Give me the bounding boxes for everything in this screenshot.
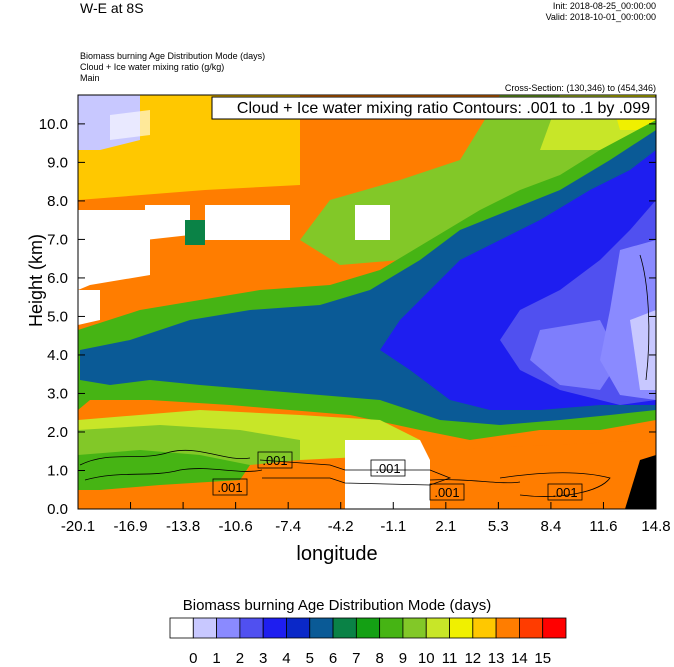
y-axis: 0.0 1.0 2.0 3.0 4.0 5.0 6.0 7.0 8.0 9.0 10.0 [39, 116, 656, 518]
x-axis-title: longitude [296, 543, 378, 565]
colorbar-label: 12 [464, 650, 481, 667]
chart-title: W-E at 8S [80, 0, 144, 16]
colorbar-label: 13 [488, 650, 505, 667]
x-tick-label: -10.6 [219, 518, 253, 535]
colorbar-label: 10 [418, 650, 435, 667]
valid-time: Valid: 2018-10-01_00:00:00 [545, 12, 656, 22]
colorbar-swatch [332, 617, 357, 639]
y-tick-label: 7.0 [47, 231, 68, 248]
y-tick-label: 0.0 [47, 501, 68, 518]
y-tick-label: 6.0 [47, 270, 68, 287]
colorbar: 0 1 2 3 4 5 6 7 8 9 10 11 12 13 14 15 [169, 617, 567, 667]
y-tick-label: 2.0 [47, 424, 68, 441]
colorbar-label: 3 [259, 650, 267, 667]
cloud-contours [79, 254, 650, 497]
x-tick-label: -16.9 [113, 518, 147, 535]
plot-frame [77, 94, 657, 510]
x-tick-label: 11.6 [589, 518, 617, 535]
colorbar-label: 1 [212, 650, 220, 667]
colorbar-title: Biomass burning Age Distribution Mode (d… [182, 597, 492, 614]
y-tick-label: 9.0 [47, 154, 68, 171]
x-tick-label: 5.3 [488, 518, 509, 535]
x-tick-label: -7.4 [275, 518, 301, 535]
colorbar-swatch [355, 617, 381, 639]
x-tick-label: 2.1 [435, 518, 456, 535]
colorbar-swatch [542, 617, 567, 639]
field-label-biomass: Biomass burning Age Distribution Mode (d… [80, 51, 266, 61]
colorbar-swatch [262, 617, 287, 639]
contour-labels: .001 .001 .001 .001 .001 [212, 451, 583, 501]
contour-label-box [257, 451, 293, 469]
colorbar-label: 11 [442, 650, 458, 667]
x-tick-label: 14.8 [641, 518, 670, 535]
colorbar-swatch [286, 617, 311, 639]
colorbar-label: 15 [534, 650, 551, 667]
y-tick-label: 10.0 [39, 116, 68, 133]
colorbar-swatch [472, 617, 497, 639]
colorbar-label: 9 [399, 650, 407, 667]
colorbar-label: 0 [189, 650, 197, 667]
cross-section-label: Cross-Section: (130,346) to (454,346) [504, 83, 656, 93]
colorbar-swatch [309, 617, 334, 639]
colorbar-swatch [402, 617, 427, 639]
contour-label: .001 [217, 480, 242, 495]
field-label-cloud: Cloud + Ice water mixing ratio (g/kg) [80, 62, 225, 72]
x-tick-label: -1.1 [380, 518, 406, 535]
field-label-main: Main [80, 73, 100, 83]
y-tick-label: 8.0 [47, 193, 68, 210]
contour-label: .001 [262, 453, 287, 468]
colorbar-label: 6 [329, 650, 337, 667]
contour-label-box [212, 478, 248, 496]
colorbar-label: 7 [352, 650, 360, 667]
chart-annotation: Cloud + Ice water mixing ratio Contours:… [237, 100, 650, 117]
x-axis: -20.1 -16.9 -13.8 -10.6 -7.4 -4.2 -1.1 2.1 5.3 8.… [61, 502, 671, 535]
x-tick-label: -20.1 [61, 518, 95, 535]
colorbar-label: 2 [236, 650, 244, 667]
colorbar-label: 5 [306, 650, 314, 667]
y-tick-label: 5.0 [47, 308, 68, 325]
heatmap-field [78, 95, 656, 509]
contour-label-box [547, 483, 583, 501]
init-time: Init: 2018-08-25_00:00:00 [552, 1, 656, 11]
colorbar-swatch [449, 617, 474, 639]
colorbar-swatch [519, 617, 544, 639]
contour-label-box [370, 459, 406, 477]
colorbar-label: 14 [511, 650, 528, 667]
y-tick-label: 3.0 [47, 385, 68, 402]
x-tick-label: -13.8 [166, 518, 200, 535]
contour-label-box [429, 483, 465, 501]
contour-label: .001 [434, 485, 459, 500]
colorbar-swatch [216, 617, 241, 639]
x-tick-label: -4.2 [328, 518, 354, 535]
y-tick-label: 1.0 [47, 462, 68, 479]
colorbar-label: 8 [375, 650, 383, 667]
colorbar-swatch [192, 617, 217, 639]
contour-label: .001 [375, 461, 400, 476]
colorbar-swatch [425, 617, 450, 639]
y-tick-label: 4.0 [47, 347, 68, 364]
colorbar-swatch [169, 617, 194, 639]
colorbar-swatch [239, 617, 264, 639]
x-tick-label: 8.4 [540, 518, 561, 535]
colorbar-swatch [495, 617, 520, 639]
colorbar-label: 4 [282, 650, 290, 667]
colorbar-swatch [379, 617, 404, 639]
contour-label: .001 [552, 485, 577, 500]
